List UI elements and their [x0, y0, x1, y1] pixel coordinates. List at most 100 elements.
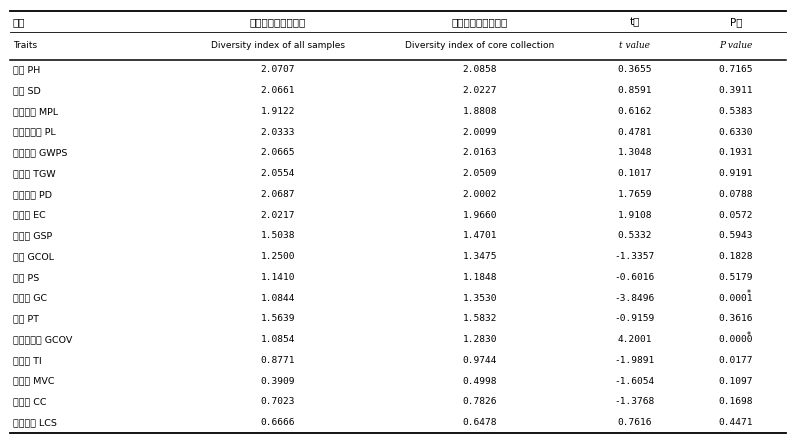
Text: 2.0687: 2.0687 — [260, 190, 295, 199]
Text: 0.8771: 0.8771 — [260, 356, 295, 365]
Text: 1.1410: 1.1410 — [260, 273, 295, 282]
Text: 2.0661: 2.0661 — [260, 86, 295, 95]
Text: *: * — [747, 289, 751, 298]
Text: 1.0844: 1.0844 — [260, 294, 295, 303]
Text: 2.0858: 2.0858 — [462, 65, 497, 75]
Text: 1.8808: 1.8808 — [462, 107, 497, 116]
Text: 分蘖性 TI: 分蘖性 TI — [13, 356, 41, 365]
Text: 0.7023: 0.7023 — [260, 397, 295, 407]
Text: 0.0001: 0.0001 — [719, 294, 753, 303]
Text: -1.6054: -1.6054 — [615, 377, 655, 386]
Text: 0.4998: 0.4998 — [462, 377, 497, 386]
Text: 2.0002: 2.0002 — [462, 190, 497, 199]
Text: 0.4471: 0.4471 — [719, 418, 753, 427]
Text: 1.9122: 1.9122 — [260, 107, 295, 116]
Text: Traits: Traits — [13, 41, 37, 50]
Text: -3.8496: -3.8496 — [615, 294, 655, 303]
Text: 1.9108: 1.9108 — [618, 211, 652, 220]
Text: Diversity index of all samples: Diversity index of all samples — [211, 41, 345, 50]
Text: 0.0177: 0.0177 — [719, 356, 753, 365]
Text: 0.1698: 0.1698 — [719, 397, 753, 407]
Text: P值: P值 — [730, 17, 742, 27]
Text: 0.0000: 0.0000 — [719, 335, 753, 344]
Text: 0.0572: 0.0572 — [719, 211, 753, 220]
Text: 主穗长度 MPL: 主穗长度 MPL — [13, 107, 58, 116]
Text: 2.0217: 2.0217 — [260, 211, 295, 220]
Text: 1.3530: 1.3530 — [462, 294, 497, 303]
Text: -1.9891: -1.9891 — [615, 356, 655, 365]
Text: 株高 PH: 株高 PH — [13, 65, 40, 75]
Text: 2.0163: 2.0163 — [462, 149, 497, 157]
Text: 胚乳色 GC: 胚乳色 GC — [13, 294, 47, 303]
Text: 幼出叶色 LCS: 幼出叶色 LCS — [13, 418, 57, 427]
Text: 1.9660: 1.9660 — [462, 211, 497, 220]
Text: 1.1848: 1.1848 — [462, 273, 497, 282]
Text: 0.5383: 0.5383 — [719, 107, 753, 116]
Text: 1.4701: 1.4701 — [462, 232, 497, 240]
Text: -0.6016: -0.6016 — [615, 273, 655, 282]
Text: 2.0509: 2.0509 — [462, 169, 497, 178]
Text: -1.3357: -1.3357 — [615, 252, 655, 261]
Text: 茎粗 SD: 茎粗 SD — [13, 86, 41, 95]
Text: 0.1931: 0.1931 — [719, 149, 753, 157]
Text: 芽鞘色 CC: 芽鞘色 CC — [13, 397, 46, 407]
Text: 核心种质多样性指数: 核心种质多样性指数 — [451, 17, 508, 27]
Text: 1.5639: 1.5639 — [260, 314, 295, 323]
Text: 0.7616: 0.7616 — [618, 418, 652, 427]
Text: 主脉色 MVC: 主脉色 MVC — [13, 377, 54, 386]
Text: t value: t value — [619, 41, 650, 50]
Text: 1.0854: 1.0854 — [260, 335, 295, 344]
Text: 粒色 GCOL: 粒色 GCOL — [13, 252, 54, 261]
Text: 0.1828: 0.1828 — [719, 252, 753, 261]
Text: 0.4781: 0.4781 — [618, 128, 652, 137]
Text: 0.6162: 0.6162 — [618, 107, 652, 116]
Text: 纫皮率 EC: 纫皮率 EC — [13, 211, 45, 220]
Text: -1.3768: -1.3768 — [615, 397, 655, 407]
Text: 胚乳包裹度 GCOV: 胚乳包裹度 GCOV — [13, 335, 72, 344]
Text: 0.9744: 0.9744 — [462, 356, 497, 365]
Text: 全生育期 PD: 全生育期 PD — [13, 190, 52, 199]
Text: 2.0707: 2.0707 — [260, 65, 295, 75]
Text: 1.2830: 1.2830 — [462, 335, 497, 344]
Text: 0.6330: 0.6330 — [719, 128, 753, 137]
Text: 0.1097: 0.1097 — [719, 377, 753, 386]
Text: 0.5332: 0.5332 — [618, 232, 652, 240]
Text: 0.1017: 0.1017 — [618, 169, 652, 178]
Text: 2.0227: 2.0227 — [462, 86, 497, 95]
Text: 2.0099: 2.0099 — [462, 128, 497, 137]
Text: 1.3475: 1.3475 — [462, 252, 497, 261]
Text: *: * — [747, 331, 751, 340]
Text: P value: P value — [720, 41, 753, 50]
Text: 0.8591: 0.8591 — [618, 86, 652, 95]
Text: 1.7659: 1.7659 — [618, 190, 652, 199]
Text: 着壳率 GSP: 着壳率 GSP — [13, 232, 52, 240]
Text: 0.3616: 0.3616 — [719, 314, 753, 323]
Text: 粒形 PS: 粒形 PS — [13, 273, 39, 282]
Text: 4.2001: 4.2001 — [618, 335, 652, 344]
Text: 0.7826: 0.7826 — [462, 397, 497, 407]
Text: 节穗粒重 GWPS: 节穗粒重 GWPS — [13, 149, 67, 157]
Text: 0.6478: 0.6478 — [462, 418, 497, 427]
Text: 1.3048: 1.3048 — [618, 149, 652, 157]
Text: 1.5832: 1.5832 — [462, 314, 497, 323]
Text: -0.9159: -0.9159 — [615, 314, 655, 323]
Text: 2.0554: 2.0554 — [260, 169, 295, 178]
Text: 0.3911: 0.3911 — [719, 86, 753, 95]
Text: 千粒重 TGW: 千粒重 TGW — [13, 169, 56, 178]
Text: 2.0333: 2.0333 — [260, 128, 295, 137]
Text: 所有样本多样性指数: 所有样本多样性指数 — [249, 17, 306, 27]
Text: Diversity index of core collection: Diversity index of core collection — [405, 41, 554, 50]
Text: 1.2500: 1.2500 — [260, 252, 295, 261]
Text: 0.7165: 0.7165 — [719, 65, 753, 75]
Text: 0.3655: 0.3655 — [618, 65, 652, 75]
Text: 0.5179: 0.5179 — [719, 273, 753, 282]
Text: 2.0665: 2.0665 — [260, 149, 295, 157]
Text: 0.6666: 0.6666 — [260, 418, 295, 427]
Text: 主穗两长度 PL: 主穗两长度 PL — [13, 128, 56, 137]
Text: 0.5943: 0.5943 — [719, 232, 753, 240]
Text: 0.0788: 0.0788 — [719, 190, 753, 199]
Text: 0.3909: 0.3909 — [260, 377, 295, 386]
Text: 性状: 性状 — [13, 17, 25, 27]
Text: 1.5038: 1.5038 — [260, 232, 295, 240]
Text: t值: t值 — [630, 17, 640, 27]
